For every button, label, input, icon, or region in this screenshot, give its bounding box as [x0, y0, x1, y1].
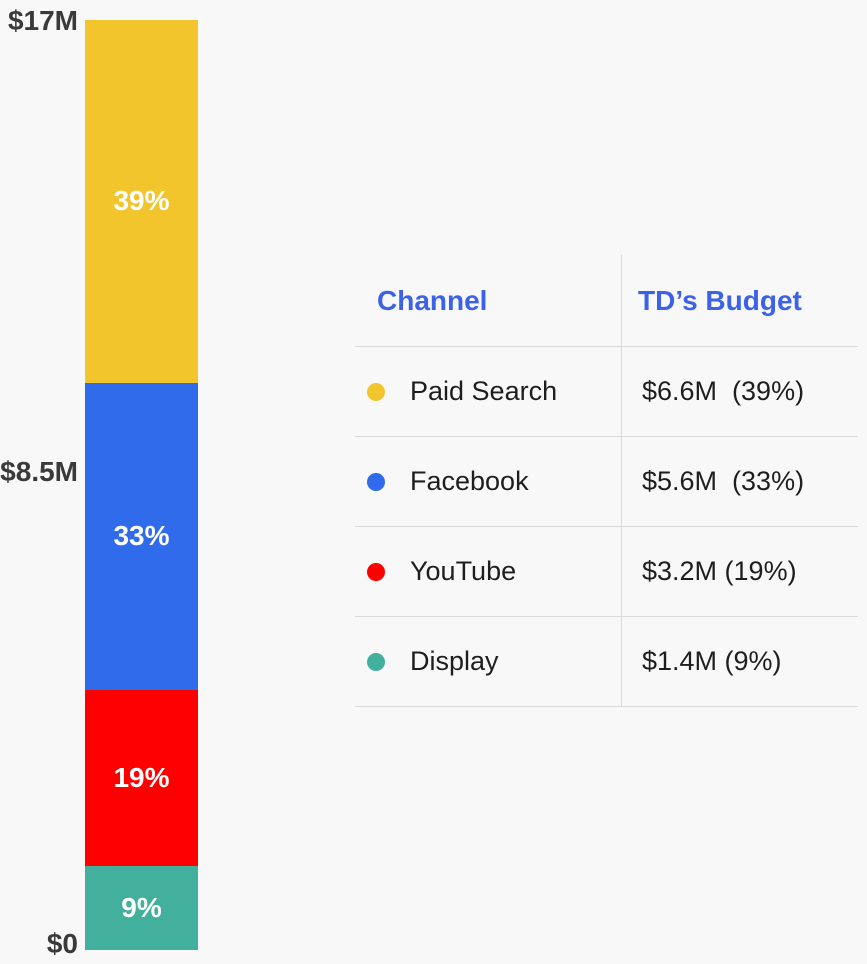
y-axis-tick-17m: $17M	[7, 5, 78, 36]
budget-value: $6.6M (39%)	[642, 376, 805, 406]
channel-label: YouTube	[410, 556, 517, 586]
table-header-row: Channel TD’s Budget	[355, 255, 858, 347]
bar-segment-facebook: 33%	[85, 382, 198, 690]
column-header-budget: TD’s Budget	[638, 284, 802, 316]
table-row-display: Display $1.4M (9%)	[355, 617, 858, 707]
budget-table: Channel TD’s Budget Paid Search $6.6M (3…	[355, 255, 858, 707]
bar-segment-percent-label: 19%	[113, 761, 170, 793]
table-row-facebook: Facebook $5.6M (33%)	[355, 437, 858, 527]
table-row-paid-search: Paid Search $6.6M (39%)	[355, 347, 858, 437]
table-column-divider	[621, 255, 622, 707]
legend-dot-paid-search	[367, 382, 385, 401]
bar-segment-percent-label: 33%	[113, 520, 170, 552]
bar-segment-percent-label: 9%	[121, 892, 162, 924]
channel-label: Paid Search	[410, 376, 558, 406]
budget-value: $5.6M (33%)	[642, 466, 805, 496]
channel-label: Display	[410, 646, 499, 676]
table-row-youtube: YouTube $3.2M (19%)	[355, 527, 858, 617]
channel-label: Facebook	[410, 466, 529, 496]
stacked-budget-bar: 39% 33% 19% 9%	[85, 20, 198, 950]
budget-value: $1.4M (9%)	[642, 646, 782, 676]
budget-value: $3.2M (19%)	[642, 556, 797, 586]
legend-dot-youtube	[367, 562, 385, 581]
bar-segment-percent-label: 39%	[113, 185, 170, 217]
legend-dot-display	[367, 652, 385, 671]
bar-segment-display: 9%	[85, 866, 198, 950]
bar-segment-youtube: 19%	[85, 689, 198, 867]
legend-dot-facebook	[367, 472, 385, 491]
column-header-channel: Channel	[377, 284, 488, 316]
y-axis-tick-0: $0	[46, 928, 78, 959]
bar-segment-paid-search: 39%	[85, 20, 198, 383]
y-axis-tick-8-5m: $8.5M	[0, 456, 78, 487]
